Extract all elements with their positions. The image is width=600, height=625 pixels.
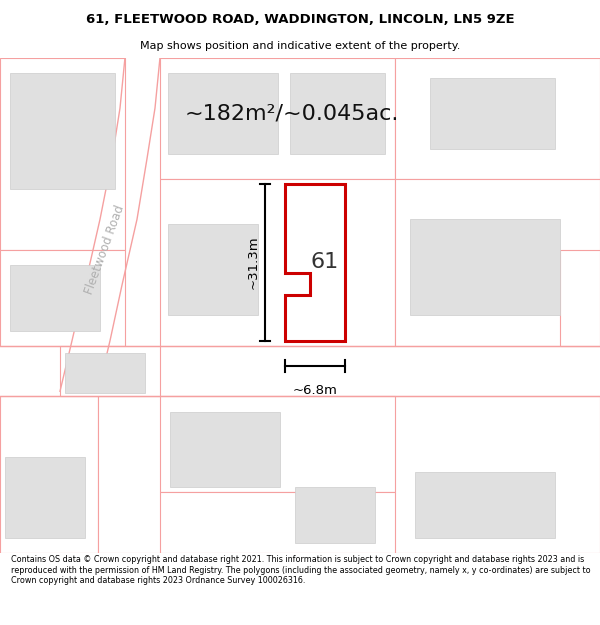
Bar	[290, 72, 385, 154]
Polygon shape	[160, 492, 395, 553]
Text: Contains OS data © Crown copyright and database right 2021. This information is : Contains OS data © Crown copyright and d…	[11, 555, 590, 585]
Polygon shape	[395, 179, 600, 346]
Bar	[430, 78, 555, 149]
Polygon shape	[0, 58, 125, 249]
Bar	[295, 488, 375, 543]
Text: ~31.3m: ~31.3m	[247, 236, 260, 289]
Bar	[5, 457, 85, 538]
Polygon shape	[0, 249, 125, 346]
Text: ~182m²/~0.045ac.: ~182m²/~0.045ac.	[185, 103, 400, 123]
Bar	[10, 72, 115, 189]
Polygon shape	[395, 58, 600, 179]
Text: 61, FLEETWOOD ROAD, WADDINGTON, LINCOLN, LN5 9ZE: 61, FLEETWOOD ROAD, WADDINGTON, LINCOLN,…	[86, 12, 514, 26]
Polygon shape	[285, 184, 345, 341]
Bar	[415, 472, 555, 538]
Polygon shape	[160, 179, 395, 346]
Bar	[410, 219, 560, 316]
Polygon shape	[560, 249, 600, 346]
Bar	[0, 346, 600, 396]
Bar	[168, 72, 278, 154]
Bar	[65, 353, 145, 393]
Polygon shape	[60, 346, 160, 396]
Polygon shape	[60, 58, 160, 391]
Bar	[168, 224, 258, 316]
Polygon shape	[160, 58, 395, 179]
Text: Fleetwood Road: Fleetwood Road	[83, 203, 127, 296]
Text: ~6.8m: ~6.8m	[293, 384, 337, 398]
Polygon shape	[98, 396, 600, 553]
Text: Map shows position and indicative extent of the property.: Map shows position and indicative extent…	[140, 41, 460, 51]
Polygon shape	[160, 396, 395, 492]
Bar	[10, 265, 100, 331]
Bar	[170, 411, 280, 488]
Text: 61: 61	[311, 253, 339, 272]
Polygon shape	[0, 396, 98, 553]
